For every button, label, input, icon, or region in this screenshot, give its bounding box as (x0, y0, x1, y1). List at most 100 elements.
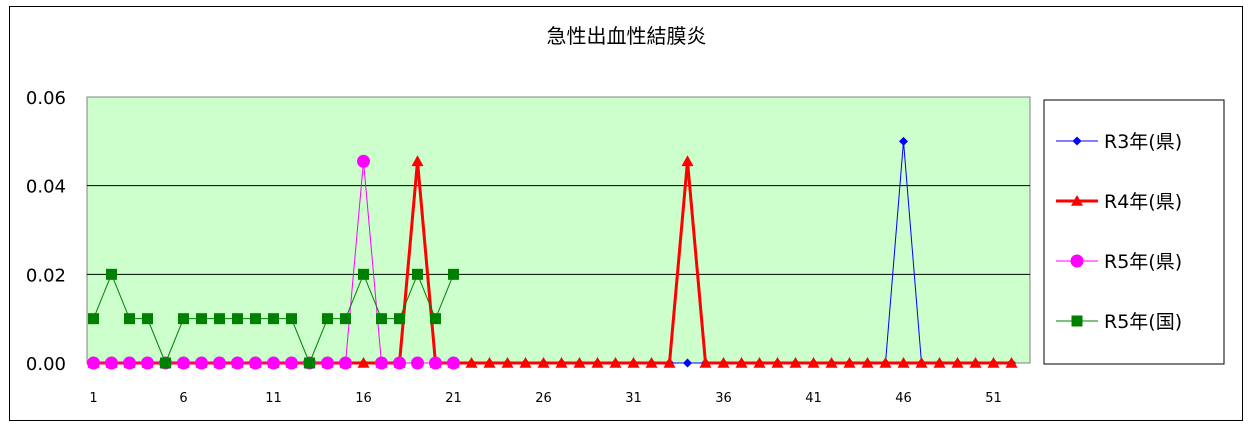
data-point (142, 313, 153, 325)
data-point (106, 268, 117, 280)
x-tick-label: 46 (895, 391, 912, 406)
data-point (178, 313, 189, 325)
data-point (357, 154, 370, 168)
data-point (357, 357, 370, 368)
data-point (322, 313, 333, 325)
data-point (105, 356, 118, 370)
data-point (196, 313, 207, 325)
legend-label: R4年(県) (1104, 191, 1182, 213)
data-point (717, 357, 730, 368)
data-point (573, 357, 586, 368)
data-point (645, 357, 658, 368)
data-point (394, 313, 405, 325)
data-point (1005, 357, 1018, 368)
data-point (555, 357, 568, 368)
data-point (448, 268, 459, 280)
legend-label: R5年(県) (1104, 251, 1182, 273)
x-tick-label: 51 (985, 391, 1002, 406)
data-point (286, 313, 297, 325)
x-tick-label: 16 (355, 391, 372, 406)
data-point (951, 357, 964, 368)
data-point (231, 356, 244, 370)
data-point (339, 356, 352, 370)
data-point (609, 357, 622, 368)
data-point (250, 313, 261, 325)
data-point (123, 356, 136, 370)
data-point (160, 357, 171, 369)
data-point (915, 357, 928, 368)
legend-item: R4年(県) (1056, 191, 1182, 213)
data-point (88, 313, 99, 325)
legend-item: R3年(県) (1056, 131, 1182, 153)
data-point (465, 357, 478, 368)
data-point (897, 357, 910, 368)
data-point (807, 357, 820, 368)
data-point (249, 356, 262, 370)
data-point (681, 155, 694, 167)
data-point (268, 313, 279, 325)
data-point (483, 357, 496, 368)
data-point (411, 155, 424, 167)
data-point (501, 357, 514, 368)
data-point (340, 313, 351, 325)
data-point (861, 357, 874, 368)
data-point (304, 357, 315, 369)
data-point (87, 356, 100, 370)
y-tick-label: 0.02 (26, 265, 66, 286)
data-point (663, 357, 676, 368)
data-point (825, 357, 838, 368)
x-tick-label: 41 (805, 391, 822, 406)
data-point (177, 356, 190, 370)
data-point (375, 356, 388, 370)
x-tick-label: 26 (535, 391, 552, 406)
legend-marker (1070, 254, 1084, 268)
data-point (267, 356, 280, 370)
x-tick-label: 21 (445, 391, 462, 406)
data-point (969, 357, 982, 368)
x-tick-label: 31 (625, 391, 642, 406)
legend-label: R3年(県) (1104, 131, 1182, 153)
x-tick-label: 36 (715, 391, 732, 406)
data-point (411, 356, 424, 370)
data-point (358, 268, 369, 280)
data-point (376, 313, 387, 325)
data-point (412, 268, 423, 280)
data-point (879, 357, 892, 368)
data-point (124, 313, 135, 325)
data-point (753, 357, 766, 368)
legend-item: R5年(国) (1056, 311, 1182, 333)
data-point (789, 357, 802, 368)
legend-label: R5年(国) (1104, 311, 1182, 333)
data-point (627, 357, 640, 368)
data-point (771, 357, 784, 368)
data-point (447, 356, 460, 370)
data-point (987, 357, 1000, 368)
y-tick-label: 0.06 (26, 88, 66, 109)
legend-marker (1071, 315, 1083, 327)
data-point (735, 357, 748, 368)
x-tick-label: 11 (265, 391, 282, 406)
legend-marker (1071, 195, 1083, 206)
data-point (591, 357, 604, 368)
data-point (899, 136, 908, 146)
legend-item: R5年(県) (1056, 251, 1182, 273)
data-point (285, 356, 298, 370)
data-point (430, 313, 441, 325)
x-tick-label: 1 (89, 391, 97, 406)
data-point (699, 357, 712, 368)
data-point (141, 356, 154, 370)
data-point (537, 357, 550, 368)
data-point (429, 356, 442, 370)
data-point (393, 356, 406, 370)
y-tick-label: 0.04 (26, 177, 66, 198)
data-point (519, 357, 532, 368)
legend-marker (1072, 136, 1082, 146)
data-point (321, 356, 334, 370)
data-point (232, 313, 243, 325)
chart-title: 急性出血性結膜炎 (546, 24, 707, 48)
data-point (933, 357, 946, 368)
x-tick-label: 6 (179, 391, 187, 406)
data-point (843, 357, 856, 368)
data-point (195, 356, 208, 370)
